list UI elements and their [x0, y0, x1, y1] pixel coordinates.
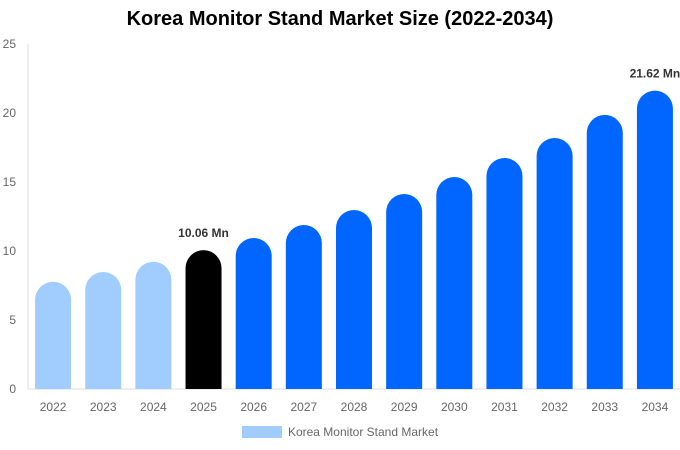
bar-2034 — [636, 90, 673, 390]
y-tick-label: 10 — [3, 244, 17, 258]
y-tick-label: 20 — [3, 106, 17, 120]
y-tick-label: 15 — [3, 175, 17, 189]
bar-2032 — [536, 137, 573, 389]
data-label: 10.06 Mn — [178, 226, 229, 240]
x-tick-label: 2023 — [90, 400, 117, 414]
x-tick-label: 2029 — [391, 400, 418, 414]
x-tick-label: 2025 — [190, 400, 217, 414]
y-tick-label: 5 — [9, 313, 16, 327]
x-tick-label: 2027 — [290, 400, 317, 414]
x-tick-label: 2031 — [491, 400, 518, 414]
x-tick-label: 2028 — [341, 400, 368, 414]
x-tick-label: 2034 — [642, 400, 669, 414]
chart-title: Korea Monitor Stand Market Size (2022-20… — [126, 8, 554, 30]
x-tick-label: 2033 — [591, 400, 618, 414]
bar-2033 — [586, 114, 623, 389]
x-tick-label: 2032 — [541, 400, 568, 414]
x-tick-label: 2024 — [140, 400, 167, 414]
data-label: 21.62 Mn — [630, 67, 680, 81]
legend: Korea Monitor Stand Market — [0, 425, 680, 439]
legend-swatch — [241, 426, 282, 438]
x-tick-label: 2030 — [441, 400, 468, 414]
bar-2030 — [436, 177, 473, 389]
bar-2026 — [235, 238, 272, 389]
bar-2022 — [35, 281, 72, 389]
x-tick-label: 2022 — [40, 400, 67, 414]
bar-2024 — [135, 261, 172, 389]
x-tick-label: 2026 — [240, 400, 267, 414]
bar-2028 — [336, 210, 372, 389]
bar-2029 — [386, 194, 423, 389]
bar-2023 — [85, 271, 122, 389]
bar-2027 — [285, 225, 322, 389]
y-tick-label: 25 — [3, 37, 17, 51]
legend-label: Korea Monitor Stand Market — [287, 425, 439, 439]
y-tick-label: 0 — [9, 382, 16, 396]
bar-2031 — [486, 157, 523, 389]
bar-2025 — [185, 250, 222, 389]
